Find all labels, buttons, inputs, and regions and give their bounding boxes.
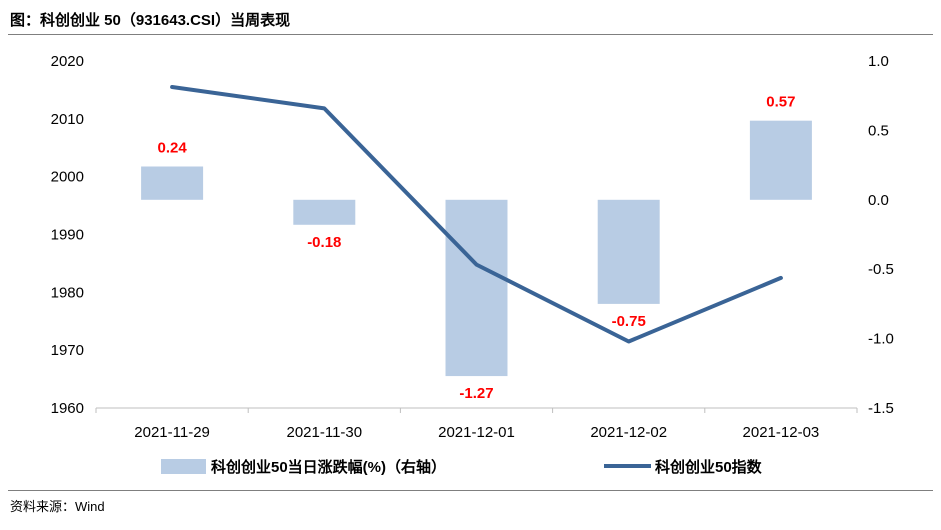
- right-tick-label: -0.5: [868, 261, 894, 278]
- left-tick-label: 1980: [51, 284, 84, 301]
- right-tick-label: 0.5: [868, 122, 889, 139]
- legend-bar-swatch: [161, 459, 206, 474]
- left-tick-label: 2000: [51, 169, 84, 186]
- axes-layer: 2021-11-29 2021-11-30 2021-12-01 2021-12-02…: [51, 53, 894, 441]
- bar: [597, 199, 660, 304]
- line-point: [476, 264, 477, 266]
- data-label: -0.18: [307, 234, 341, 251]
- x-tick-label: 2021-12-01: [438, 424, 515, 441]
- line-layer: [170, 85, 783, 344]
- data-label: -0.75: [612, 313, 646, 330]
- data-label: 0.24: [157, 139, 187, 156]
- left-tick-label: 2010: [51, 111, 84, 128]
- line-point: [323, 107, 325, 109]
- source-note: 资料来源：Wind: [10, 499, 105, 514]
- data-label: 0.57: [766, 94, 795, 111]
- right-tick-label: -1.5: [868, 400, 894, 417]
- left-tick-label: 2020: [51, 53, 84, 70]
- top-rule: [8, 34, 933, 35]
- legend-bar-label: 科创创业50当日涨跌幅(%)（右轴）: [211, 458, 446, 476]
- data-labels-layer: 0.24 -0.18 -1.27 -0.75 0.57: [157, 94, 795, 402]
- line-point: [628, 340, 630, 342]
- chart-title: 图：科创创业 50（931643.CSI）当周表现: [10, 12, 291, 29]
- line-point: [171, 86, 173, 88]
- combo-chart: 2021-11-29 2021-11-30 2021-12-01 2021-12-02…: [51, 53, 894, 476]
- x-tick-label: 2021-12-02: [590, 424, 667, 441]
- left-tick-label: 1960: [51, 400, 84, 417]
- bar: [141, 166, 204, 200]
- bottom-rule: [8, 490, 933, 491]
- legend-line-label: 科创创业50指数: [655, 458, 763, 476]
- bar: [749, 120, 812, 200]
- x-tick-label: 2021-11-29: [134, 424, 210, 441]
- bar: [293, 199, 356, 225]
- legend: 科创创业50当日涨跌幅(%)（右轴） 科创创业50指数: [161, 458, 763, 476]
- x-tick-label: 2021-12-03: [743, 424, 820, 441]
- data-label: -1.27: [459, 385, 493, 402]
- left-tick-label: 1990: [51, 227, 84, 244]
- bar: [445, 199, 508, 377]
- x-tick-label: 2021-11-30: [286, 424, 362, 441]
- left-tick-label: 1970: [51, 342, 84, 359]
- bars-layer: [141, 120, 812, 377]
- right-tick-label: 0.0: [868, 192, 889, 209]
- line-point: [780, 277, 782, 279]
- right-tick-label: -1.0: [868, 331, 894, 348]
- right-tick-label: 1.0: [868, 53, 889, 70]
